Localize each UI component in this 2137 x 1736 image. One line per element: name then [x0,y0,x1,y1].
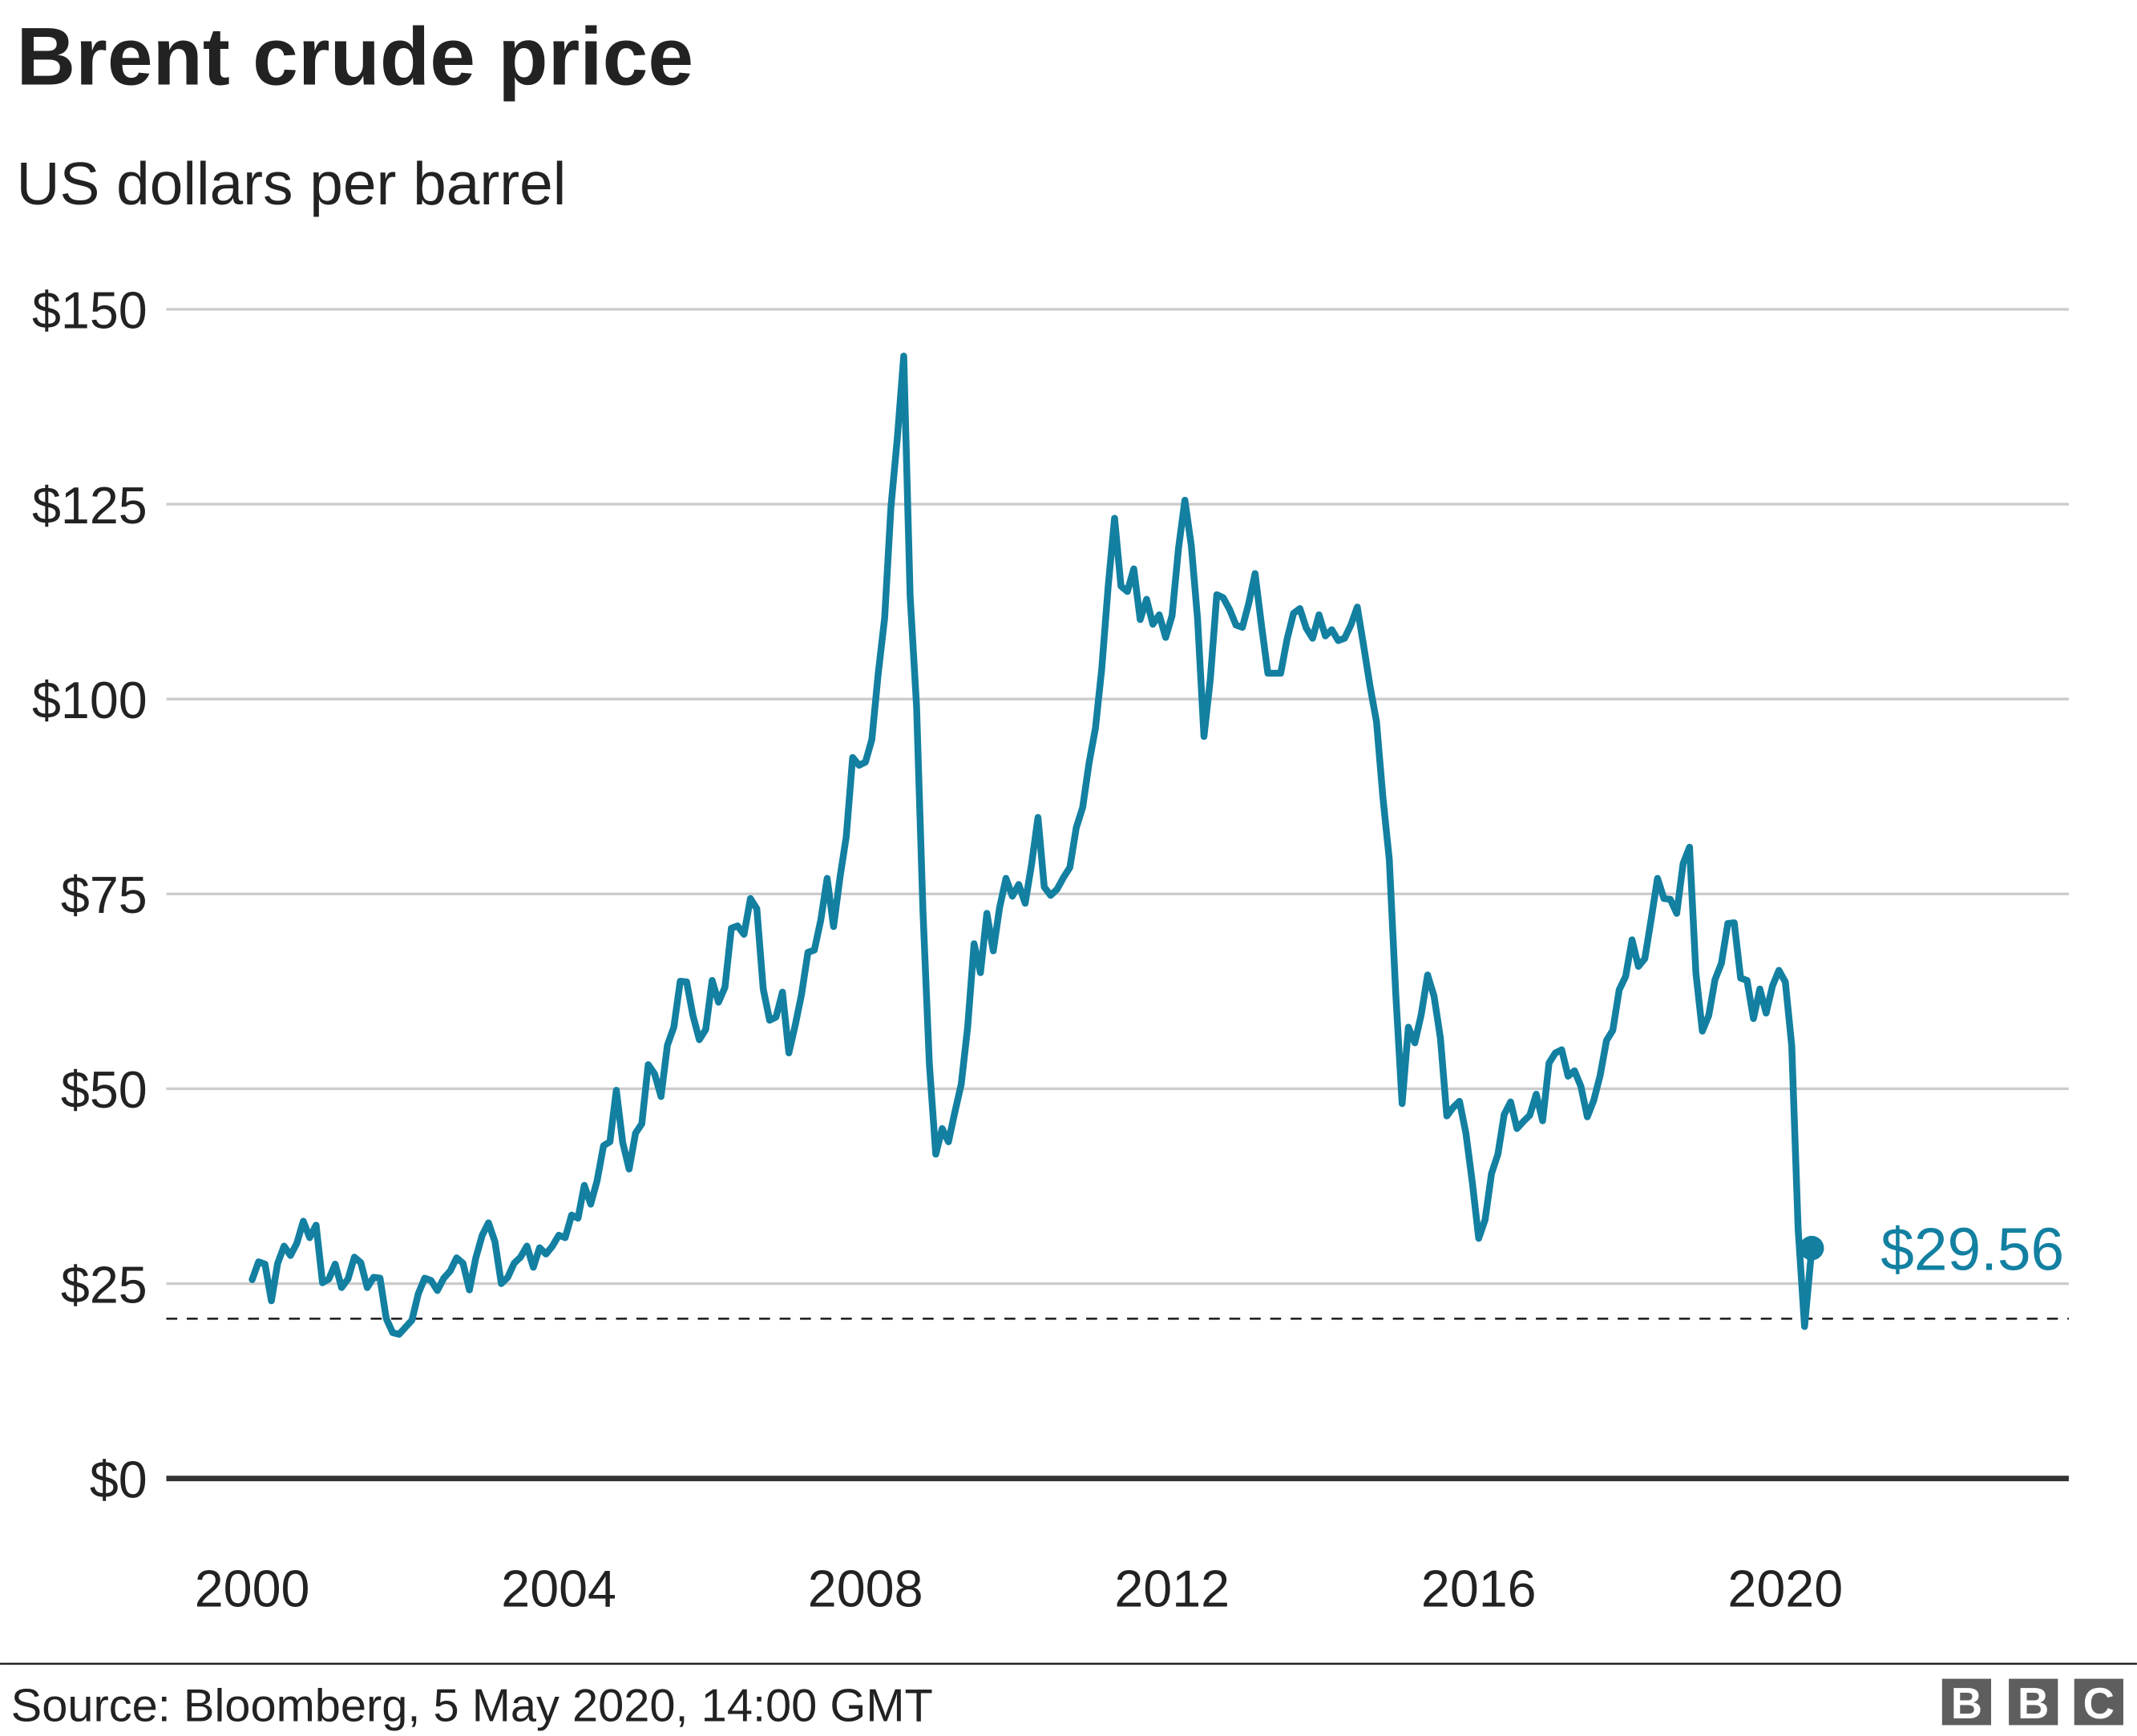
svg-text:B: B [2018,1679,2049,1728]
y-tick-label: $0 [90,1451,147,1508]
x-tick-label: 2004 [501,1560,616,1617]
y-tick-label: $75 [61,866,147,924]
y-tick-label: $50 [61,1061,147,1119]
svg-text:C: C [2083,1679,2115,1728]
x-tick-label: 2016 [1421,1560,1537,1617]
chart-subtitle: US dollars per barrel [16,150,566,217]
x-tick-label: 2020 [1727,1560,1843,1617]
x-tick-label: 2000 [195,1560,310,1617]
gridlines [166,308,2069,1286]
x-tick-label: 2012 [1114,1560,1230,1617]
y-tick-label: $25 [61,1256,147,1314]
series-line-brent [248,353,1816,1338]
y-tick-label: $150 [32,282,147,340]
x-axis-labels: 2000 2004 2008 2012 2016 2020 [195,1560,1843,1617]
end-value-label: $29.56 [1880,1215,2064,1282]
y-axis-labels: $0 $25 $50 $75 $100 $125 $150 [32,282,147,1509]
x-tick-label: 2008 [808,1560,923,1617]
y-tick-label: $100 [32,672,147,729]
bbc-logo: B B C [1941,1678,2123,1728]
svg-text:B: B [1951,1679,1982,1728]
y-tick-label: $125 [32,477,147,535]
chart-title: Brent crude price [16,10,693,102]
source-note: Source: Bloomberg, 5 May 2020, 14:00 GMT [11,1680,933,1731]
end-point-marker [1799,1235,1824,1261]
